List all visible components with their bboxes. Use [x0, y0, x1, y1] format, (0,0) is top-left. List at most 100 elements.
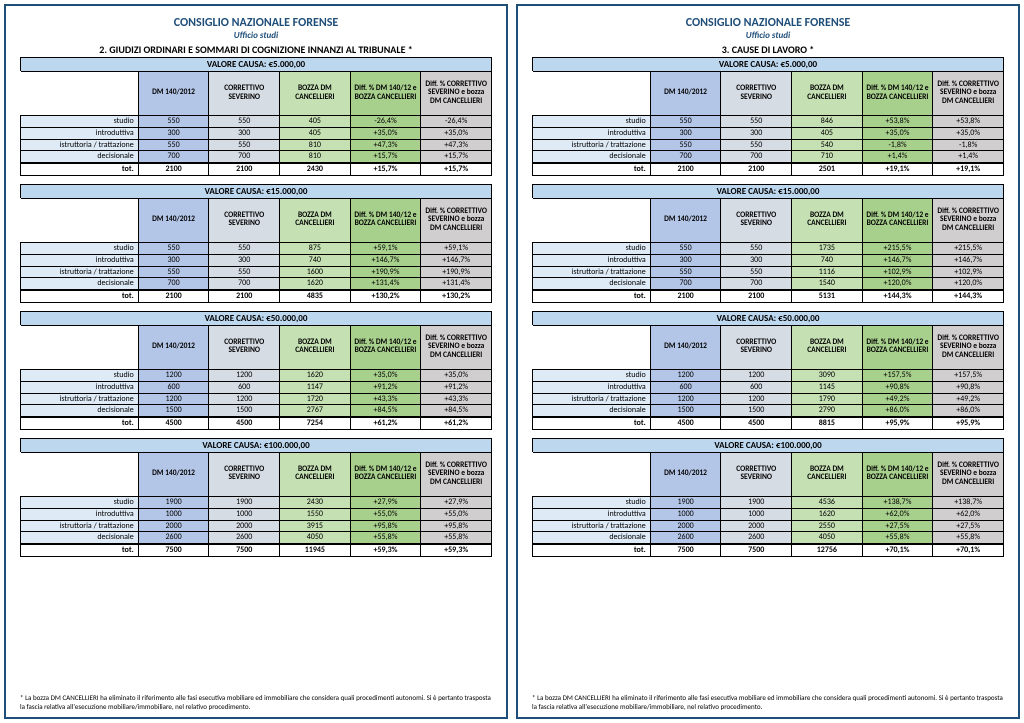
- table-cell: +84,5%: [350, 405, 421, 417]
- table-cell: 700: [650, 278, 721, 290]
- col-header: Diff. % DM 140/12 e BOZZA CANCELLIERI: [350, 325, 421, 369]
- table-cell: +86,0%: [933, 405, 1004, 417]
- table-cell: 810: [280, 139, 351, 151]
- table-cell: 550: [138, 242, 209, 254]
- table-cell: 550: [650, 116, 721, 128]
- table-cell: 2100: [209, 290, 280, 302]
- empty-header: [21, 198, 139, 242]
- col-header: Diff. % CORRETTIVO SEVERINO e bozza DM C…: [421, 452, 492, 496]
- table-cell: 550: [650, 242, 721, 254]
- table-cell: 550: [721, 116, 792, 128]
- table-cell: 300: [138, 127, 209, 139]
- table-cell: 700: [721, 151, 792, 163]
- table-cell: +27,5%: [933, 520, 1004, 532]
- table-row: introduttiva6006001147+91,2%+91,2%: [21, 381, 492, 393]
- row-label: decisionale: [533, 532, 651, 544]
- col-header: DM 140/2012: [650, 325, 721, 369]
- table-cell: +49,2%: [933, 393, 1004, 405]
- table-cell: 2000: [721, 520, 792, 532]
- table-cell: 710: [792, 151, 863, 163]
- table-cell: 1620: [792, 508, 863, 520]
- table-cell: +215,5%: [862, 242, 933, 254]
- table-cell: 300: [209, 127, 280, 139]
- col-header: BOZZA DM CANCELLIERI: [280, 198, 351, 242]
- row-label: studio: [533, 496, 651, 508]
- row-label: studio: [21, 242, 139, 254]
- table-cell: 550: [650, 139, 721, 151]
- col-header: Diff. % DM 140/12 e BOZZA CANCELLIERI: [350, 198, 421, 242]
- table-cell: 11945: [280, 544, 351, 556]
- col-header: CORRETTIVO SEVERINO: [209, 198, 280, 242]
- table-cell: 7500: [209, 544, 280, 556]
- table-cell: +120,0%: [933, 278, 1004, 290]
- table-cell: 7500: [138, 544, 209, 556]
- empty-header: [533, 452, 651, 496]
- col-header: BOZZA DM CANCELLIERI: [792, 452, 863, 496]
- table-cell: 1200: [209, 393, 280, 405]
- row-label: decisionale: [21, 405, 139, 417]
- col-header: DM 140/2012: [138, 198, 209, 242]
- table-cell: 1620: [280, 278, 351, 290]
- org-title: CONSIGLIO NAZIONALE FORENSE: [20, 16, 492, 30]
- table-row: tot.210021002501+19,1%+19,1%: [533, 163, 1004, 175]
- table-cell: 7254: [280, 417, 351, 429]
- row-label: tot.: [21, 290, 139, 302]
- table-cell: 2430: [280, 163, 351, 175]
- col-header: CORRETTIVO SEVERINO: [721, 198, 792, 242]
- table-cell: 550: [721, 139, 792, 151]
- org-title: CONSIGLIO NAZIONALE FORENSE: [532, 16, 1004, 30]
- table-row: decisionale150015002767+84,5%+84,5%: [21, 405, 492, 417]
- table-cell: 2600: [721, 532, 792, 544]
- col-header: BOZZA DM CANCELLIERI: [280, 325, 351, 369]
- table-cell: 2600: [209, 532, 280, 544]
- col-header: DM 140/2012: [650, 72, 721, 116]
- table-cell: 550: [721, 266, 792, 278]
- table-cell: +15,7%: [350, 163, 421, 175]
- section-title: 2. GIUDIZI ORDINARI E SOMMARI DI COGNIZI…: [20, 43, 492, 56]
- table-cell: 2100: [721, 163, 792, 175]
- table-cell: 1000: [138, 508, 209, 520]
- col-header: DM 140/2012: [650, 198, 721, 242]
- table-cell: +55,8%: [933, 532, 1004, 544]
- table-cell: 300: [650, 254, 721, 266]
- org-subtitle: Ufficio studi: [532, 30, 1004, 41]
- table-cell: 405: [280, 116, 351, 128]
- table-row: istruttoria / trattazione120012001790+49…: [533, 393, 1004, 405]
- table-cell: 700: [721, 278, 792, 290]
- table-cell: +15,7%: [421, 163, 492, 175]
- table-cell: 740: [280, 254, 351, 266]
- row-label: studio: [533, 242, 651, 254]
- table-cell: +35,0%: [933, 127, 1004, 139]
- table-cell: 700: [650, 151, 721, 163]
- col-header: DM 140/2012: [138, 72, 209, 116]
- table-row: decisionale260026004050+55,8%+55,8%: [21, 532, 492, 544]
- table-cell: 2600: [138, 532, 209, 544]
- table-cell: 550: [138, 116, 209, 128]
- col-header: Diff. % CORRETTIVO SEVERINO e bozza DM C…: [421, 325, 492, 369]
- table-cell: 2000: [209, 520, 280, 532]
- table-cell: 1900: [721, 496, 792, 508]
- table-row: introduttiva6006001145+90,8%+90,8%: [533, 381, 1004, 393]
- table-cell: +61,2%: [421, 417, 492, 429]
- table-cell: 4500: [721, 417, 792, 429]
- table-cell: +138,7%: [862, 496, 933, 508]
- col-header: Diff. % CORRETTIVO SEVERINO e bozza DM C…: [421, 198, 492, 242]
- table-row: introduttiva300300405+35,0%+35,0%: [21, 127, 492, 139]
- row-label: istruttoria / trattazione: [21, 266, 139, 278]
- col-header: Diff. % DM 140/12 e BOZZA CANCELLIERI: [350, 452, 421, 496]
- col-header: Diff. % DM 140/12 e BOZZA CANCELLIERI: [862, 72, 933, 116]
- table-row: studio550550405-26,4%-26,4%: [21, 116, 492, 128]
- table-cell: -26,4%: [350, 116, 421, 128]
- table-cell: -1,8%: [862, 139, 933, 151]
- table-cell: 1200: [138, 393, 209, 405]
- table-row: studio190019002430+27,9%+27,9%: [21, 496, 492, 508]
- table-cell: 550: [209, 139, 280, 151]
- row-label: introduttiva: [21, 508, 139, 520]
- table-cell: +91,2%: [350, 381, 421, 393]
- col-header: Diff. % DM 140/12 e BOZZA CANCELLIERI: [350, 72, 421, 116]
- table-cell: +53,8%: [862, 116, 933, 128]
- row-label: istruttoria / trattazione: [21, 393, 139, 405]
- table-cell: +131,4%: [421, 278, 492, 290]
- row-label: introduttiva: [533, 381, 651, 393]
- row-label: introduttiva: [21, 127, 139, 139]
